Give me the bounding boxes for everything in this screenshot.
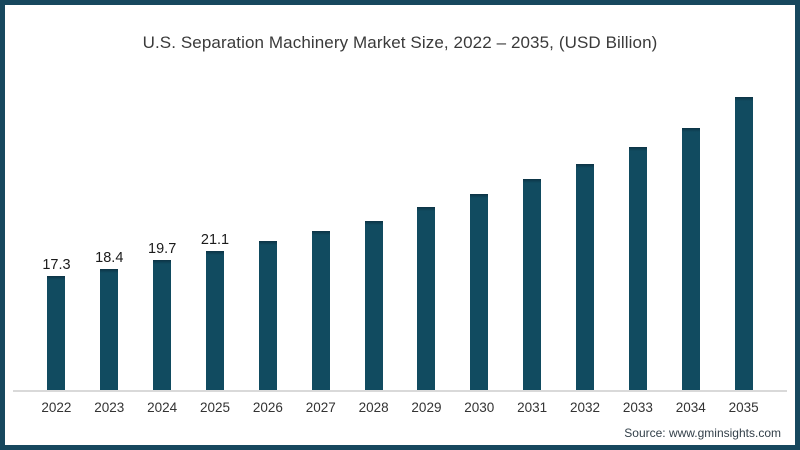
x-tick-label-2028: 2028 — [358, 400, 389, 415]
x-tick-label-2032: 2032 — [570, 400, 601, 415]
bar-2035 — [734, 97, 753, 390]
x-tick-label-2034: 2034 — [675, 400, 706, 415]
x-axis-line — [13, 390, 787, 392]
bar-2033 — [628, 147, 647, 390]
bar-column-2030 — [453, 194, 506, 390]
bar-column-2025: 21.1 — [189, 231, 242, 390]
chart-title: U.S. Separation Machinery Market Size, 2… — [142, 33, 658, 52]
bar-2032 — [576, 164, 595, 390]
bar-column-2029 — [400, 207, 453, 390]
value-label-2025: 21.1 — [200, 231, 230, 248]
bar-2025 — [206, 251, 224, 390]
bars-area: 17.3 18.4 19.7 21.1 — [30, 50, 770, 390]
bar-column-2022: 17.3 — [30, 256, 83, 390]
bar-2024 — [153, 260, 172, 390]
bar-column-2024: 19.7 — [136, 240, 189, 390]
bar-column-2026 — [241, 241, 294, 390]
bar-column-2032 — [559, 164, 612, 390]
bar-2034 — [681, 128, 700, 390]
bar-2022 — [47, 276, 66, 390]
bar-2027 — [311, 231, 330, 390]
x-tick-label-2026: 2026 — [252, 400, 283, 415]
bar-column-2035 — [717, 97, 770, 390]
bar-2031 — [523, 179, 542, 390]
x-tick-label-2033: 2033 — [622, 400, 653, 415]
bar-column-2034 — [664, 128, 717, 390]
x-tick-label-2023: 2023 — [94, 400, 125, 415]
bar-2029 — [417, 207, 436, 390]
x-tick-label-2029: 2029 — [411, 400, 442, 415]
x-tick-label-2025: 2025 — [199, 400, 231, 415]
x-tick-label-2030: 2030 — [464, 400, 495, 415]
x-tick-label-2024: 2024 — [147, 400, 178, 415]
bar-column-2027 — [294, 231, 347, 390]
bar-column-2028 — [347, 221, 400, 390]
source-attribution: Source: www.gminsights.com — [624, 426, 781, 440]
bar-2030 — [470, 194, 489, 390]
x-tick-label-2027: 2027 — [305, 400, 336, 415]
bar-2023 — [100, 269, 119, 390]
bar-column-2023: 18.4 — [83, 249, 136, 390]
x-axis-tick-labels: 2022 2023 2024 2025 2026 2027 2028 2029 2030 2031… — [30, 400, 770, 415]
bar-column-2031 — [506, 179, 559, 390]
x-tick-label-2035: 2035 — [728, 400, 759, 415]
bar-2028 — [364, 221, 383, 390]
bar-2026 — [258, 241, 277, 390]
bar-column-2033 — [611, 147, 664, 390]
x-tick-label-2031: 2031 — [517, 400, 548, 415]
value-label-2022: 17.3 — [42, 256, 71, 273]
value-label-2023: 18.4 — [95, 249, 124, 266]
x-tick-label-2022: 2022 — [41, 400, 72, 415]
value-label-2024: 19.7 — [148, 240, 177, 257]
